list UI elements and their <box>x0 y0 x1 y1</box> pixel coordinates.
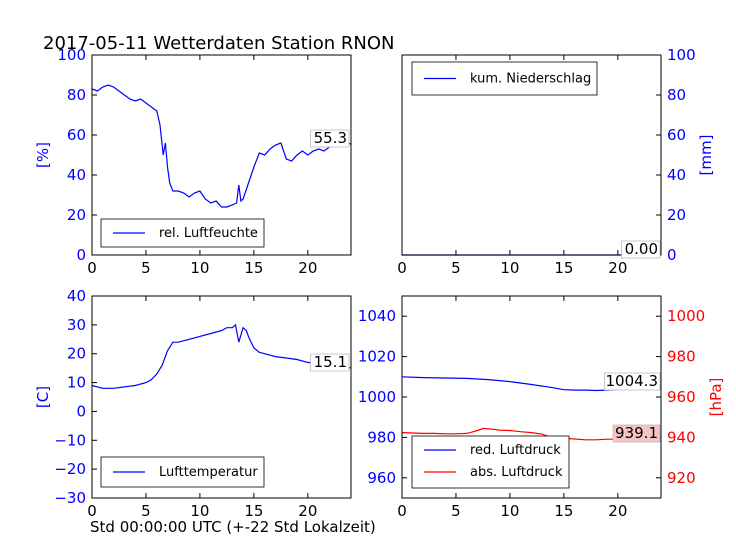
precipitation-last-value: 0.00 <box>625 240 658 258</box>
pressure-xtick-label: 5 <box>451 502 461 520</box>
humidity-xtick-label: 10 <box>190 259 209 277</box>
humidity-legend: rel. Luftfeuchte <box>100 218 265 248</box>
precipitation-legend-entry: kum. Niederschlag <box>470 72 591 87</box>
pressure-legend-entry: abs. Luftdruck <box>470 465 563 480</box>
precipitation-ytick-label: 20 <box>667 206 686 224</box>
pressure-right-ytick-label: 920 <box>667 469 696 487</box>
temperature-ylabel: [C] <box>34 386 52 408</box>
pressure-reduced-last-value-box <box>604 372 661 391</box>
pressure-left-ytick-label: 980 <box>367 428 396 446</box>
precipitation-legend: kum. Niederschlag <box>411 61 598 96</box>
pressure-absolute-line <box>401 427 662 441</box>
pressure-xtick-label: 0 <box>397 502 407 520</box>
humidity-ytick-label: 20 <box>67 206 86 224</box>
panel-precipitation: 0 5 10 15 20 0 20 40 60 80 100 [mm] kum. Niederschla… <box>397 46 715 277</box>
humidity-ytick-label: 80 <box>67 86 86 104</box>
precipitation-ytick-label: 40 <box>667 166 686 184</box>
temperature-ytick-label: 30 <box>67 316 86 334</box>
humidity-xtick-label: 20 <box>298 259 317 277</box>
precipitation-ytick-label: 80 <box>667 86 686 104</box>
pressure-ylabel-right: [hPa] <box>707 378 725 417</box>
humidity-ytick-label: 100 <box>57 46 86 64</box>
temperature-last-value: 15.1 <box>314 353 347 371</box>
pressure-right-ytick-label: 1000 <box>667 307 705 325</box>
precipitation-xtick-label: 5 <box>451 259 461 277</box>
temperature-xtick-label: 20 <box>298 502 317 520</box>
pressure-legend-entry: red. Luftdruck <box>470 443 561 458</box>
pressure-left-ytick-label: 1040 <box>358 307 396 325</box>
precipitation-ytick-label: 60 <box>667 126 686 144</box>
precipitation-axes-frame <box>401 54 662 256</box>
humidity-legend-entry: rel. Luftfeuchte <box>159 226 258 241</box>
temperature-ytick-label: −30 <box>54 489 86 507</box>
humidity-xtick-label: 0 <box>87 259 97 277</box>
panel-pressure: 0 5 10 15 20 960 980 1000 1020 1040 920 940 960 980 10… <box>358 295 725 520</box>
humidity-ytick-label: 40 <box>67 166 86 184</box>
temperature-xtick-label: 10 <box>190 502 209 520</box>
temperature-ytick-label: 20 <box>67 345 86 363</box>
humidity-ytick-label: 0 <box>76 246 86 264</box>
panel-humidity: 0 5 10 15 20 0 20 40 60 80 100 [%] rel. Luftfeuchte 5… <box>34 46 352 277</box>
temperature-legend-entry: Lufttemperatur <box>159 465 258 480</box>
pressure-legend-frame <box>411 435 570 489</box>
pressure-absolute-last-value-box <box>612 424 661 443</box>
precipitation-xtick-label: 10 <box>500 259 519 277</box>
precipitation-ytick-label: 100 <box>667 46 696 64</box>
temperature-xtick-label: 0 <box>87 502 97 520</box>
precipitation-last-value-box <box>621 240 661 259</box>
pressure-xtick-label: 20 <box>608 502 627 520</box>
humidity-xtick-label: 5 <box>141 259 151 277</box>
humidity-last-value-box <box>310 129 350 148</box>
pressure-right-ytick-label: 980 <box>667 348 696 366</box>
pressure-xtick-label: 15 <box>554 502 573 520</box>
pressure-absolute-last-value: 939.1 <box>615 424 658 442</box>
pressure-left-ytick-label: 960 <box>367 469 396 487</box>
precipitation-xtick-label: 20 <box>608 259 627 277</box>
pressure-xtick-label: 10 <box>500 502 519 520</box>
figure-title: 2017-05-11 Wetterdaten Station RNON <box>43 33 394 54</box>
temperature-ytick-label: −20 <box>54 460 86 478</box>
temperature-xtick-label: 15 <box>244 502 263 520</box>
pressure-legend: red. Luftdruck abs. Luftdruck <box>411 435 570 489</box>
humidity-axes-frame <box>91 54 352 256</box>
temperature-ytick-label: 0 <box>76 402 86 420</box>
panel-temperature: 0 5 10 15 20 −30 −20 −10 0 10 20 30 40 [C] Lufttempera… <box>34 287 352 520</box>
precipitation-ytick-label: 0 <box>667 246 677 264</box>
humidity-ytick-label: 60 <box>67 126 86 144</box>
temperature-axes-frame <box>91 295 352 499</box>
temperature-line <box>91 323 352 389</box>
precipitation-xtick-label: 0 <box>397 259 407 277</box>
pressure-right-ytick-label: 960 <box>667 388 696 406</box>
humidity-last-value: 55.3 <box>314 129 347 147</box>
pressure-reduced-last-value: 1004.3 <box>606 372 659 390</box>
humidity-xtick-label: 15 <box>244 259 263 277</box>
humidity-line <box>91 84 352 208</box>
pressure-left-ytick-label: 1000 <box>358 388 396 406</box>
pressure-left-ytick-label: 1020 <box>358 348 396 366</box>
temperature-xtick-label: 5 <box>141 502 151 520</box>
temperature-ytick-label: −10 <box>54 431 86 449</box>
temperature-ytick-label: 10 <box>67 374 86 392</box>
temperature-ytick-label: 40 <box>67 287 86 305</box>
temperature-last-value-box <box>310 353 350 372</box>
pressure-right-ytick-label: 940 <box>667 428 696 446</box>
temperature-legend: Lufttemperatur <box>100 456 265 488</box>
figure-xlabel: Std 00:00:00 UTC (+-22 Std Lokalzeit) <box>90 518 376 536</box>
humidity-ylabel: [%] <box>34 142 52 168</box>
precipitation-xtick-label: 15 <box>554 259 573 277</box>
precipitation-ylabel: [mm] <box>697 135 715 176</box>
